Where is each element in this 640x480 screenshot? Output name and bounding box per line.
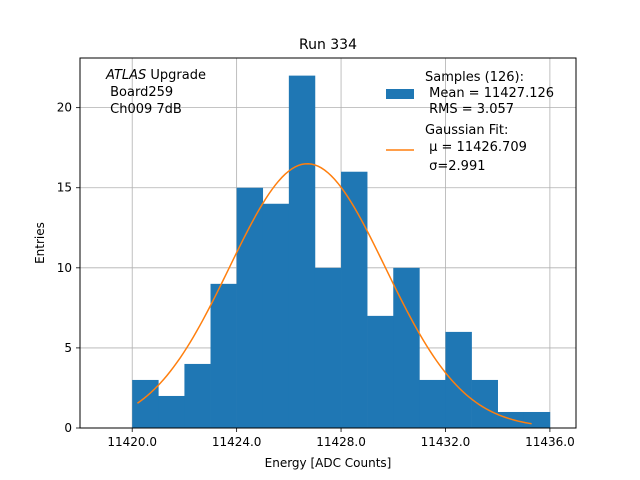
x-tick-label: 11432.0 (421, 435, 471, 449)
histogram-bars (132, 75, 551, 428)
x-tick-label: 11428.0 (316, 435, 366, 449)
legend-bar-swatch (386, 89, 414, 99)
gaussian-fit-line (136, 162, 532, 425)
annotation-box: ATLAS Upgrade Board259 Ch009 7dB (105, 68, 206, 117)
annotation-line-3: Ch009 7dB (106, 102, 182, 117)
legend-samples-mean: Mean = 11427.126 (425, 86, 554, 101)
histogram-bar (184, 363, 211, 428)
chart-title: Run 334 (299, 37, 357, 53)
annotation-line-1: ATLAS Upgrade (105, 68, 206, 83)
histogram-bar (341, 171, 368, 428)
legend-fit-title: Gaussian Fit: (425, 123, 508, 138)
annotation-atlas: ATLAS (105, 68, 146, 83)
x-axis-ticks: 11420.0 11424.0 11428.0 11432.0 11436.0 (107, 428, 575, 449)
y-tick-label: 15 (57, 181, 72, 195)
y-axis-ticks: 0 5 10 15 20 (57, 101, 80, 435)
histogram-bar (236, 187, 264, 428)
histogram-bar (445, 331, 472, 428)
legend-samples-rms: RMS = 3.057 (425, 102, 514, 117)
histogram-bar (314, 267, 342, 428)
annotation-line-2: Board259 (106, 85, 173, 100)
plot-frame (79, 57, 577, 429)
histogram-bar (288, 75, 316, 428)
y-tick-label: 20 (57, 101, 72, 115)
y-axis-label: Entries (33, 222, 47, 264)
x-tick-label: 11436.0 (525, 435, 575, 449)
y-tick-label: 10 (57, 261, 72, 275)
histogram-bar (419, 379, 446, 428)
annotation-upgrade: Upgrade (146, 68, 206, 83)
histogram-bar (210, 283, 237, 428)
x-tick-label: 11424.0 (212, 435, 262, 449)
histogram-bar (471, 379, 498, 428)
histogram-bar (367, 315, 394, 428)
legend-samples-title: Samples (126): (425, 70, 524, 85)
x-tick-label: 11420.0 (107, 435, 157, 449)
x-axis-label: Energy [ADC Counts] (265, 456, 392, 470)
histogram-bar (523, 411, 551, 428)
legend-fit-mu: μ = 11426.709 (425, 140, 527, 155)
legend-fit-sigma: σ=2.991 (425, 159, 485, 174)
histogram-bar (497, 411, 525, 428)
histogram-bar (132, 379, 159, 428)
histogram-bar (262, 203, 290, 428)
legend: Samples (126): Mean = 11427.126 RMS = 3.… (386, 70, 554, 174)
histogram-bar (158, 395, 185, 428)
histogram-bar (393, 267, 420, 428)
y-tick-label: 5 (64, 341, 72, 355)
y-tick-label: 0 (64, 421, 72, 435)
